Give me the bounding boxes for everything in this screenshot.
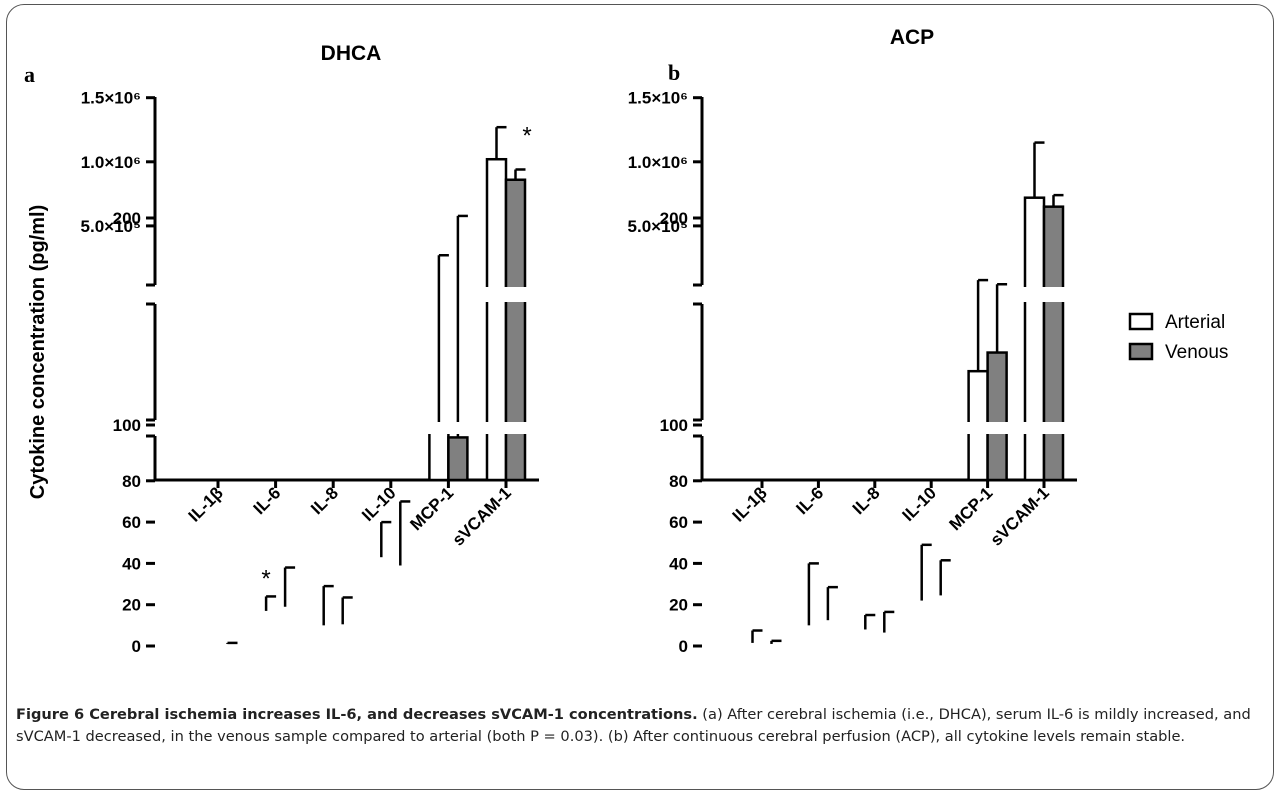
x-tick-label: IL-6 <box>792 483 827 518</box>
legend-label-venous: Venous <box>1165 342 1228 363</box>
axis-break-gap <box>426 422 471 434</box>
legend-swatch-arterial <box>1128 312 1154 331</box>
y-tick-label: 0 <box>679 637 688 656</box>
legend-label-arterial: Arterial <box>1165 312 1225 333</box>
x-tick-label: IL-10 <box>899 483 940 524</box>
axis-break-gap <box>484 422 528 434</box>
y-tick-label: 0 <box>132 637 141 656</box>
y-tick-label: 80 <box>669 472 688 491</box>
bar-arterial <box>428 425 450 482</box>
y-axis-label: Cytokine concentration (pg/ml) <box>27 205 49 499</box>
significance-marker: * <box>522 122 531 149</box>
y-tick-label: 60 <box>669 513 688 532</box>
y-tick-label: 20 <box>669 596 688 615</box>
panel-letter: a <box>24 62 35 87</box>
x-tick-label: MCP-1 <box>406 483 457 534</box>
y-tick-label: 20 <box>122 596 141 615</box>
significance-marker: * <box>261 565 270 592</box>
x-tick-label: MCP-1 <box>946 483 997 534</box>
axis-break-gap <box>484 287 528 302</box>
figure-svg: Cytokine concentration (pg/ml) DHCA a 0 20 4… <box>24 26 1228 656</box>
x-tick-label: IL-8 <box>307 483 342 518</box>
x-tick-label: sVCAM-1 <box>449 483 515 549</box>
bar-venous <box>1042 205 1065 482</box>
bar-venous <box>504 178 527 482</box>
panel-letter: b <box>668 60 680 85</box>
legend-swatch-venous <box>1128 342 1154 361</box>
y-tick-label: 1.5×10⁶ <box>81 89 141 108</box>
y-tick-label: 100 <box>113 416 141 435</box>
y-tick-label: 40 <box>122 554 141 573</box>
x-tick-label: sVCAM-1 <box>987 483 1053 549</box>
x-tick-label: IL-6 <box>250 483 285 518</box>
y-tick-label: 1.5×10⁶ <box>628 89 688 108</box>
y-tick-label: 200 <box>113 209 141 228</box>
y-tick-label: 60 <box>122 513 141 532</box>
y-tick-label: 5.0×10⁵ <box>628 217 688 236</box>
bar-venous <box>447 436 469 482</box>
y-tick-label: 1.0×10⁶ <box>628 153 688 172</box>
y-tick-label: 5.0×10⁵ <box>81 217 141 236</box>
axis-break-gap <box>1022 287 1066 302</box>
x-tick-label: IL-1β <box>185 483 227 525</box>
caption-title: Figure 6 Cerebral ischemia increases IL-… <box>16 706 698 723</box>
y-tick-label: 100 <box>660 416 688 435</box>
axis-break-gap <box>965 422 1010 434</box>
y-tick-label: 40 <box>669 554 688 573</box>
y-tick-label: 1.0×10⁶ <box>81 153 141 172</box>
x-tick-label: IL-8 <box>849 483 884 518</box>
chart-title: ACP <box>890 26 934 49</box>
bar-venous <box>986 351 1008 482</box>
y-tick-label: 200 <box>660 209 688 228</box>
y-tick-label: 80 <box>122 472 141 491</box>
bar-arterial <box>1023 196 1046 482</box>
figure-caption: Figure 6 Cerebral ischemia increases IL-… <box>16 704 1260 748</box>
chart-title: DHCA <box>321 42 382 65</box>
caption-body: (a) After cerebral ischemia (i.e., DHCA)… <box>16 706 1251 745</box>
x-tick-label: IL-1β <box>729 483 771 525</box>
x-tick-label: IL-10 <box>358 483 399 524</box>
axis-break-gap <box>1022 422 1066 434</box>
legend: Arterial Venous <box>1128 312 1228 363</box>
